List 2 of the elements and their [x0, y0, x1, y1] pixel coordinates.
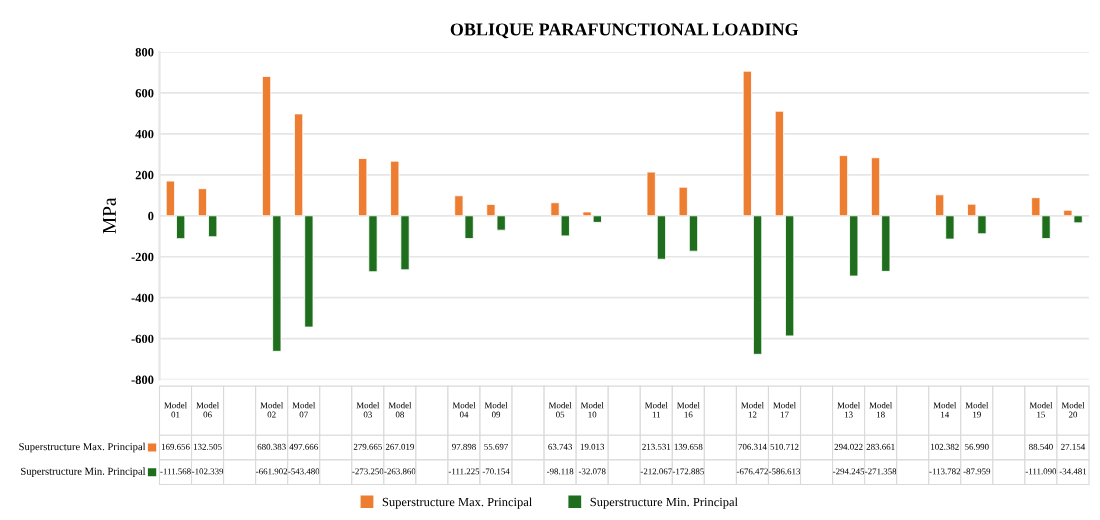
chart-title: OBLIQUE PARAFUNCTIONAL LOADING: [450, 23, 799, 39]
y-axis-title: MPa: [103, 197, 116, 234]
